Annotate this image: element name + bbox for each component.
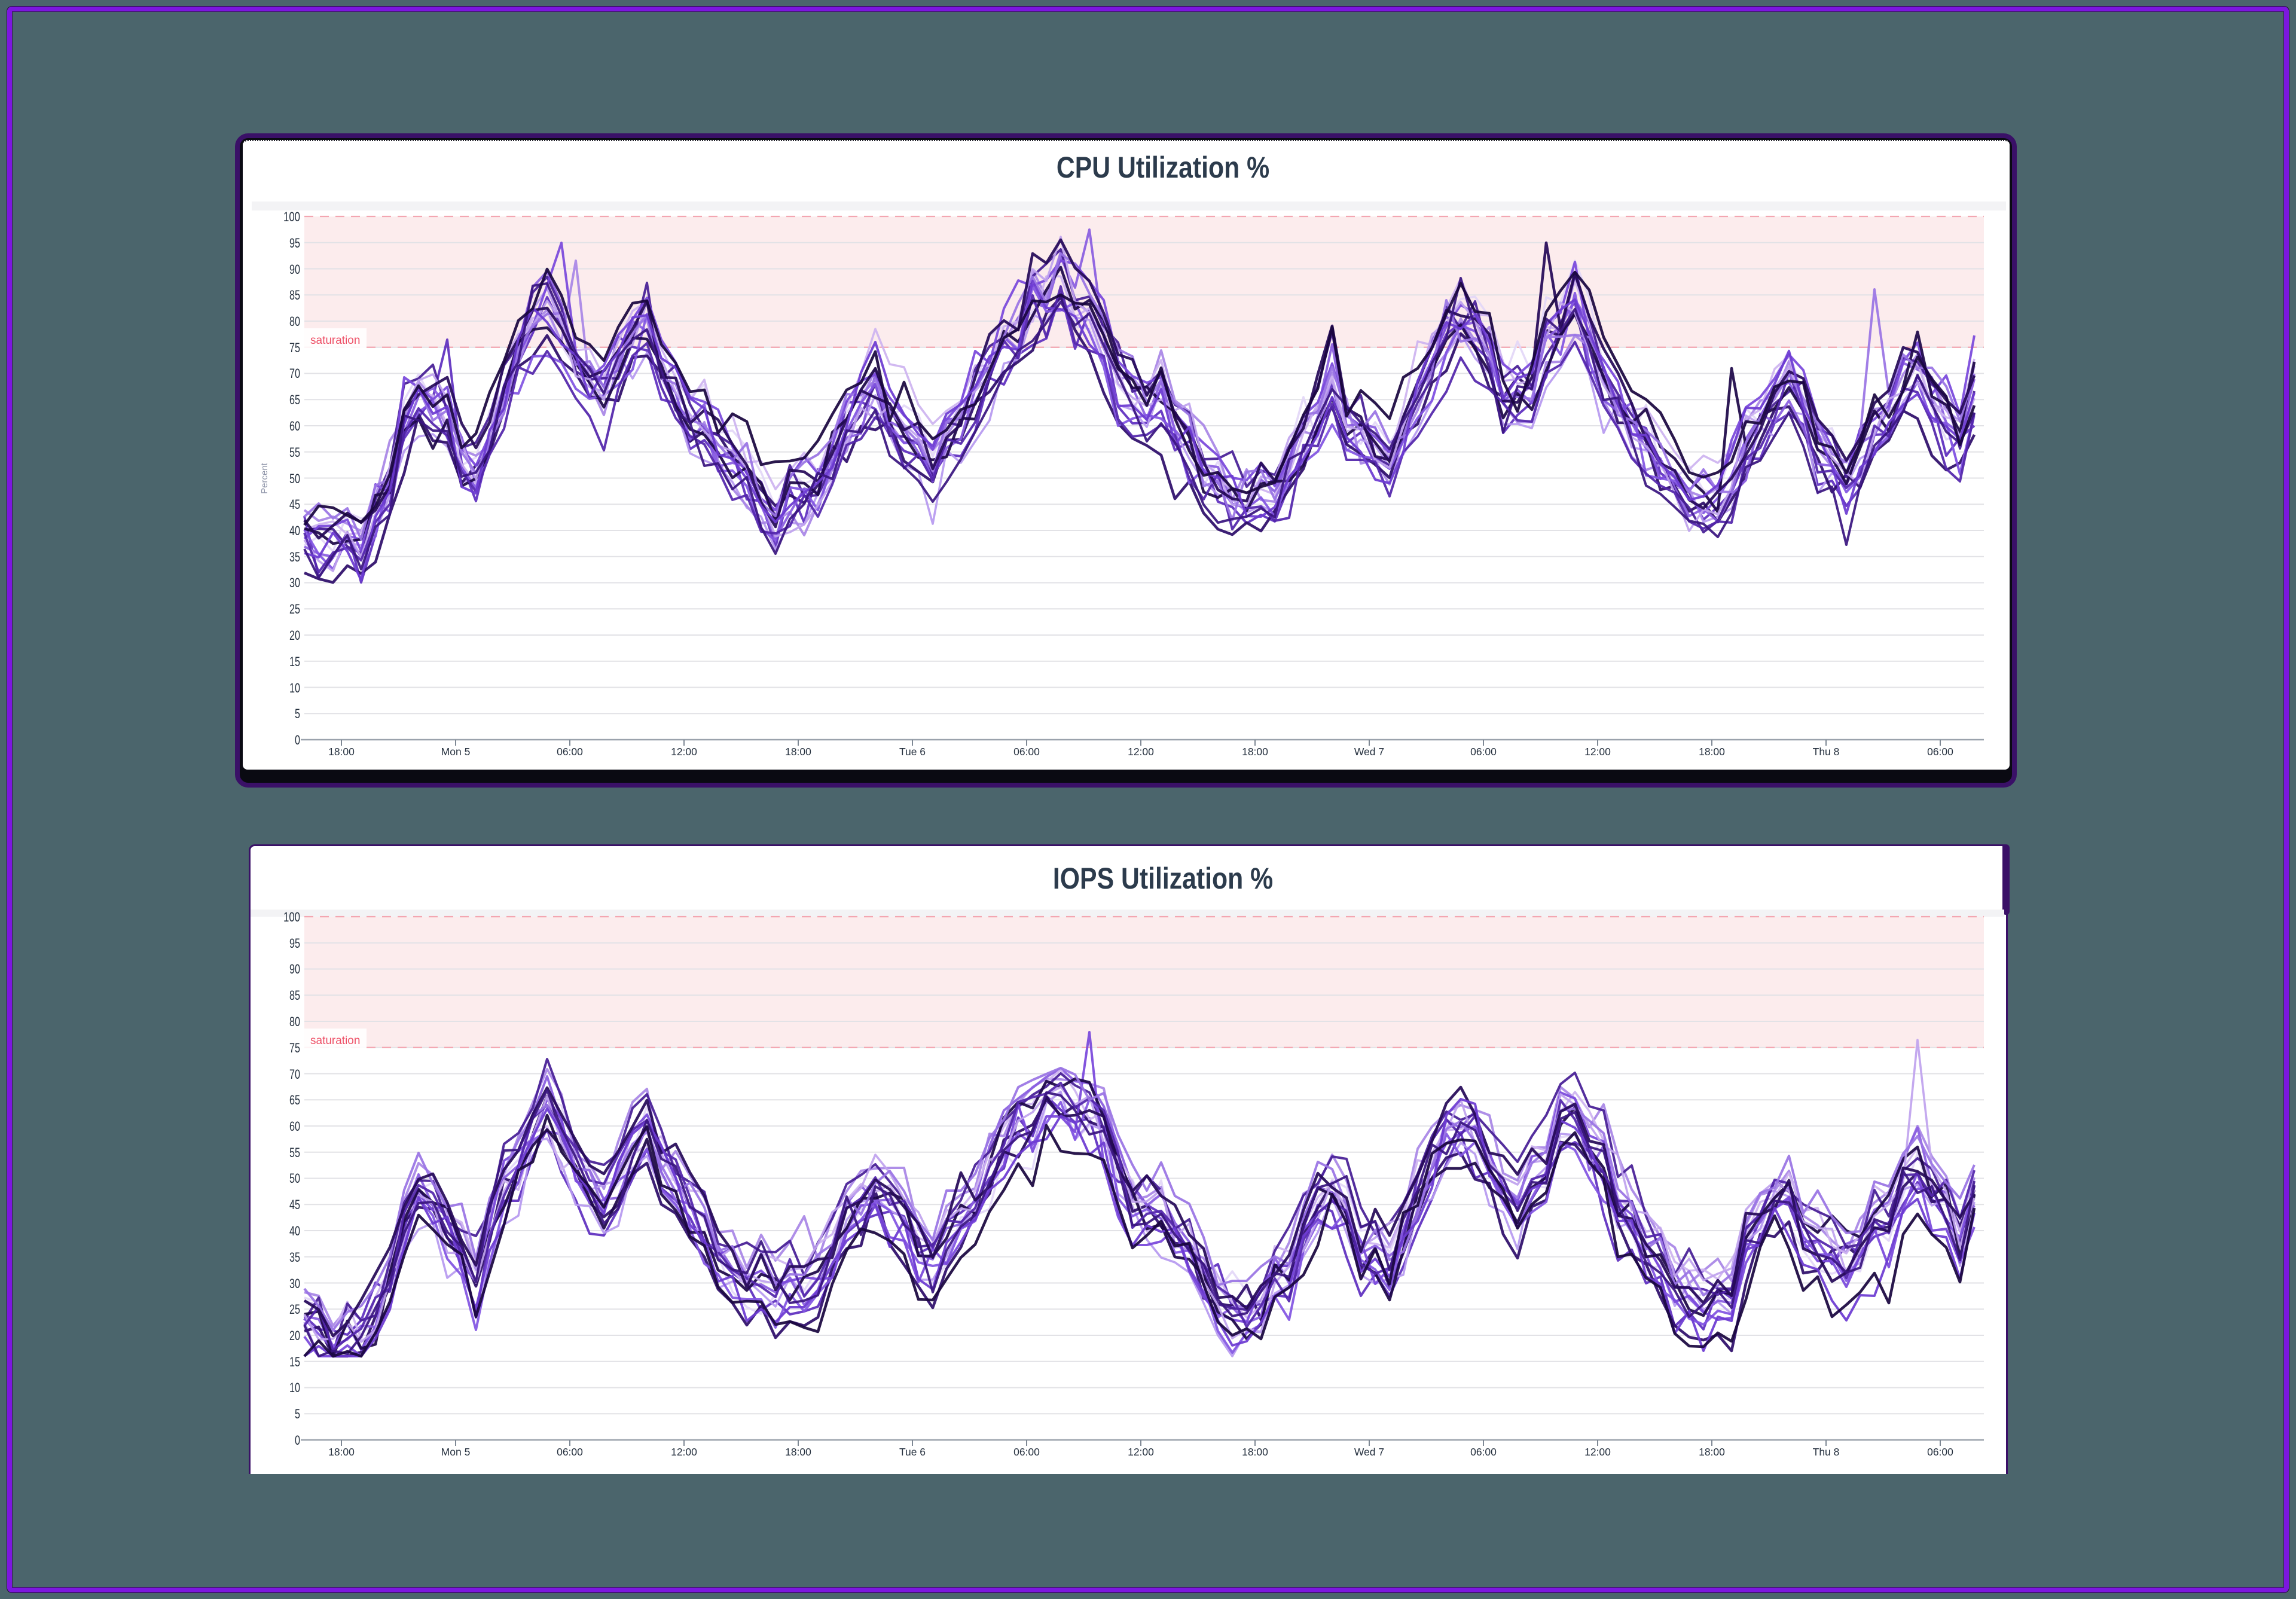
svg-text:55: 55: [289, 1145, 300, 1160]
svg-text:60: 60: [289, 419, 300, 434]
svg-text:50: 50: [289, 471, 300, 486]
svg-text:06:00: 06:00: [1013, 1446, 1040, 1458]
svg-text:20: 20: [289, 1328, 300, 1343]
svg-text:Mon 5: Mon 5: [441, 746, 471, 758]
svg-text:90: 90: [289, 262, 300, 277]
svg-text:80: 80: [289, 1014, 300, 1029]
svg-text:85: 85: [289, 988, 300, 1003]
svg-text:70: 70: [289, 1067, 300, 1082]
svg-text:75: 75: [289, 340, 300, 355]
svg-text:45: 45: [289, 497, 300, 512]
svg-text:45: 45: [289, 1197, 300, 1212]
svg-text:80: 80: [289, 314, 300, 329]
svg-text:85: 85: [289, 288, 300, 303]
svg-text:Percent: Percent: [259, 462, 270, 494]
svg-text:5: 5: [295, 1406, 300, 1421]
svg-text:12:00: 12:00: [1128, 1446, 1154, 1458]
svg-text:06:00: 06:00: [1013, 746, 1040, 758]
svg-text:12:00: 12:00: [1584, 746, 1611, 758]
svg-text:75: 75: [289, 1040, 300, 1055]
svg-text:20: 20: [289, 628, 300, 643]
svg-text:50: 50: [289, 1171, 300, 1186]
svg-text:60: 60: [289, 1119, 300, 1134]
svg-text:Tue 6: Tue 6: [899, 746, 926, 758]
svg-text:95: 95: [289, 936, 300, 951]
svg-text:06:00: 06:00: [1927, 1446, 1953, 1458]
svg-text:65: 65: [289, 1093, 300, 1107]
svg-text:18:00: 18:00: [1242, 746, 1268, 758]
svg-text:15: 15: [289, 654, 300, 669]
svg-text:30: 30: [289, 575, 300, 590]
svg-text:Wed 7: Wed 7: [1354, 1446, 1384, 1458]
svg-text:06:00: 06:00: [557, 746, 583, 758]
svg-text:15: 15: [289, 1354, 300, 1369]
svg-text:12:00: 12:00: [1584, 1446, 1611, 1458]
svg-text:18:00: 18:00: [1242, 1446, 1268, 1458]
svg-text:Mon 5: Mon 5: [441, 1446, 471, 1458]
svg-text:06:00: 06:00: [1470, 746, 1497, 758]
svg-text:12:00: 12:00: [671, 1446, 697, 1458]
svg-text:35: 35: [289, 1250, 300, 1265]
svg-text:70: 70: [289, 366, 300, 381]
svg-text:18:00: 18:00: [328, 1446, 355, 1458]
svg-text:12:00: 12:00: [671, 746, 697, 758]
svg-text:40: 40: [289, 523, 300, 538]
svg-text:95: 95: [289, 236, 300, 251]
svg-text:06:00: 06:00: [1470, 1446, 1497, 1458]
svg-text:saturation: saturation: [310, 1035, 360, 1047]
svg-text:Tue 6: Tue 6: [899, 1446, 926, 1458]
svg-text:65: 65: [289, 392, 300, 407]
svg-text:06:00: 06:00: [1927, 746, 1953, 758]
svg-text:25: 25: [289, 602, 300, 617]
svg-text:06:00: 06:00: [557, 1446, 583, 1458]
svg-text:0: 0: [295, 733, 300, 747]
svg-text:18:00: 18:00: [1699, 1446, 1725, 1458]
svg-text:55: 55: [289, 445, 300, 460]
svg-text:10: 10: [289, 681, 300, 695]
svg-text:30: 30: [289, 1276, 300, 1291]
svg-text:Thu 8: Thu 8: [1813, 746, 1840, 758]
svg-text:Thu 8: Thu 8: [1813, 1446, 1840, 1458]
svg-text:40: 40: [289, 1223, 300, 1238]
svg-text:10: 10: [289, 1380, 300, 1395]
svg-text:5: 5: [295, 706, 300, 721]
svg-text:12:00: 12:00: [1128, 746, 1154, 758]
svg-text:18:00: 18:00: [1699, 746, 1725, 758]
svg-text:0: 0: [295, 1433, 300, 1448]
svg-text:18:00: 18:00: [785, 1446, 811, 1458]
svg-text:18:00: 18:00: [785, 746, 811, 758]
svg-text:25: 25: [289, 1302, 300, 1317]
svg-text:18:00: 18:00: [328, 746, 355, 758]
svg-text:100: 100: [283, 209, 300, 224]
svg-text:saturation: saturation: [310, 334, 360, 347]
svg-text:35: 35: [289, 550, 300, 564]
svg-text:90: 90: [289, 962, 300, 977]
svg-text:Wed 7: Wed 7: [1354, 746, 1384, 758]
svg-text:100: 100: [283, 910, 300, 924]
